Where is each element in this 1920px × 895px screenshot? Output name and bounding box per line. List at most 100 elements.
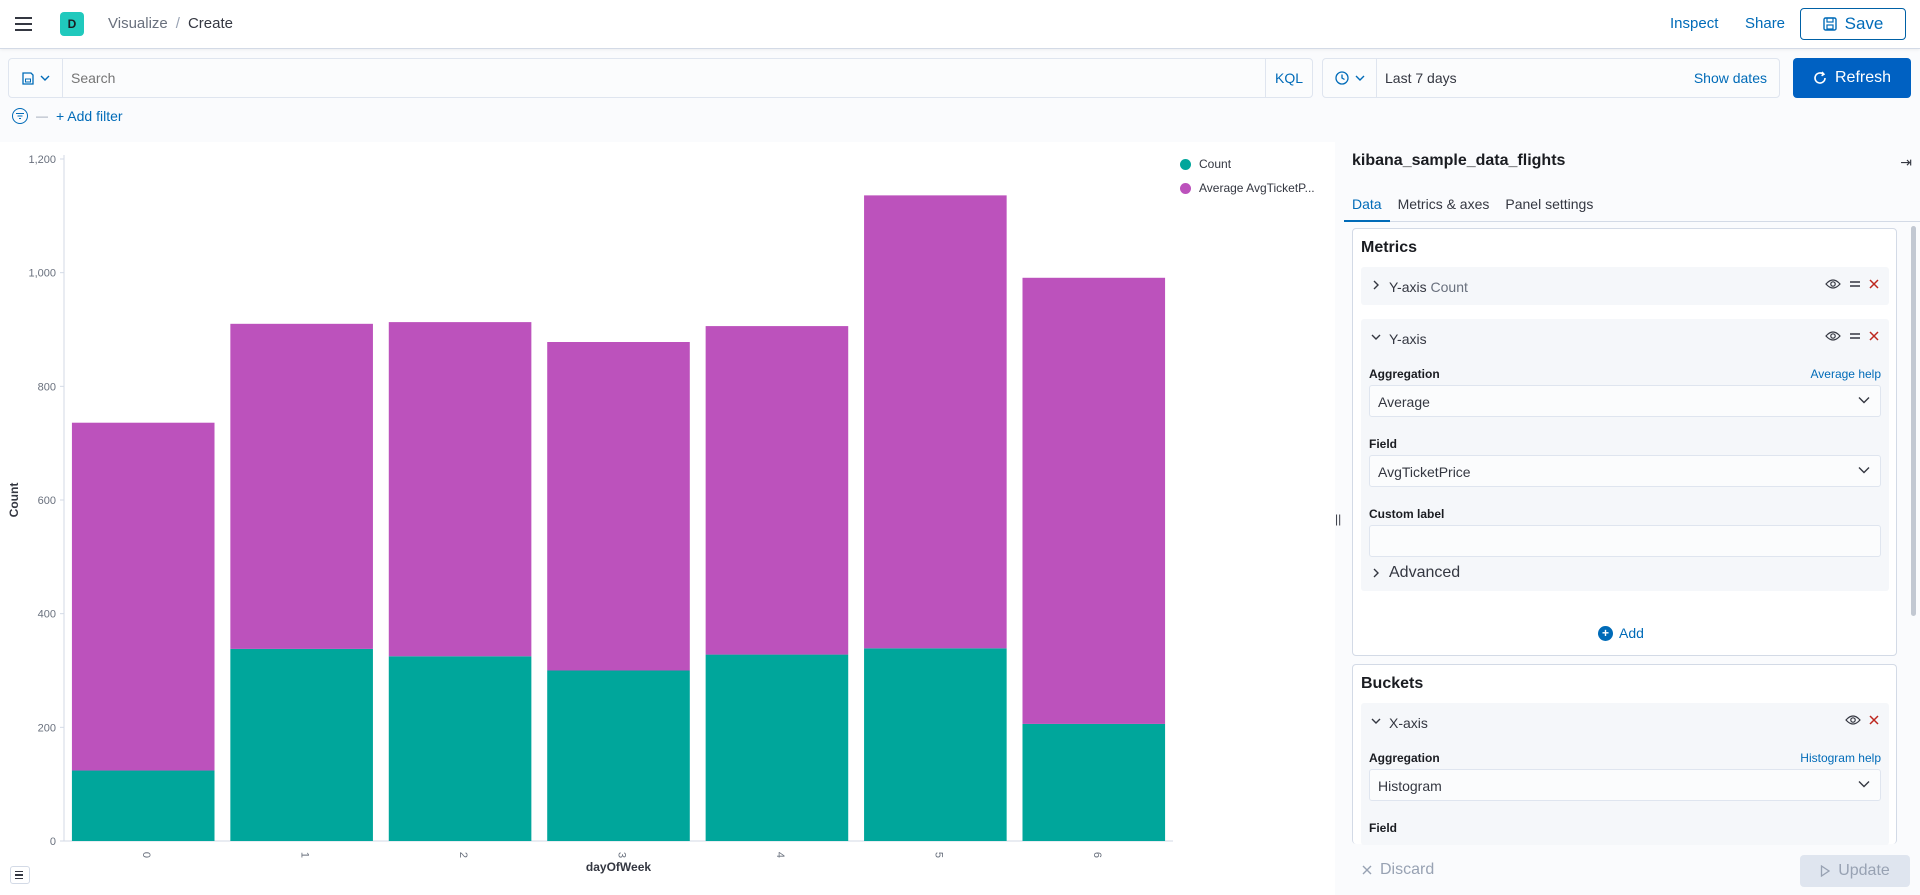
save-icon [1822,17,1837,31]
breadcrumb-create: Create [187,15,233,32]
aggregation-label: Aggregation [1369,367,1440,381]
remove-icon[interactable] [1869,279,1879,289]
sidebar-tabs: Data Metrics & axes Panel settings [1344,186,1920,222]
x-axis-title: dayOfWeek [586,860,651,874]
metrics-panel: Metrics Y-axis Count Y-axis [1352,228,1897,656]
aggregation-select[interactable]: Histogram [1369,769,1881,801]
close-icon [1362,865,1372,875]
chart-area: 0 200 400 600 800 1,000 1,200 0 1 2 3 4 5 6 dayOfWeek C… [0,142,1335,895]
space-avatar[interactable]: D [60,12,84,36]
inspect-link[interactable]: Inspect [1670,15,1719,32]
refresh-icon [1814,71,1826,84]
editor-sidebar: kibana_sample_data_flights ⇥ Data Metric… [1344,142,1920,895]
saved-query-button[interactable] [9,59,63,97]
chevron-down-icon [1355,75,1364,81]
resize-handle[interactable]: || [1335,512,1342,526]
x-tick-label: 1 [299,852,311,858]
bar-segment [388,656,532,841]
agg-header[interactable]: Y-axis [1361,319,1889,357]
agg-actions [1825,278,1879,290]
legend-item-average[interactable]: Average AvgTicketP... [1180,176,1315,200]
aggregation-select[interactable]: Average [1369,385,1881,417]
eye-icon[interactable] [1825,330,1841,342]
index-pattern-title: kibana_sample_data_flights [1352,152,1566,169]
x-tick-label: 3 [616,852,628,858]
filter-options-icon[interactable] [12,108,28,124]
drag-handle-icon[interactable] [1849,331,1861,341]
collapse-sidebar-icon[interactable]: ⇥ [1900,154,1912,170]
agg-header[interactable]: X-axis [1361,703,1889,741]
scrollbar[interactable] [1911,226,1916,616]
agg-label: Y-axis [1389,331,1427,347]
field-label: Field [1369,437,1398,451]
add-filter-button[interactable]: + Add filter [56,108,123,124]
search-input[interactable] [71,70,1171,86]
breadcrumb-visualize[interactable]: Visualize [108,15,168,32]
breadcrumb-separator: / [175,15,180,32]
bar-segment [71,422,215,771]
date-picker: Last 7 days Show dates [1322,58,1780,98]
x-tick-label: 0 [140,852,152,858]
filter-separator: — [36,109,48,123]
legend-item-count[interactable]: Count [1180,152,1315,176]
x-tick-label: 5 [932,852,944,858]
quick-select-button[interactable] [1323,59,1377,97]
y-tick-label: 1,000 [28,268,56,280]
chart-legend: Count Average AvgTicketP... [1180,152,1315,200]
chevron-right-icon [1373,280,1379,290]
y-tick-label: 800 [38,381,56,393]
chevron-down-icon [1858,781,1870,788]
update-button[interactable]: Update [1800,855,1910,887]
refresh-button[interactable]: Refresh [1793,58,1911,98]
eye-icon[interactable] [1845,714,1861,726]
y-tick-label: 600 [38,495,56,507]
x-tick-label: 6 [1091,852,1103,858]
bar-segment [864,195,1007,649]
eye-icon[interactable] [1825,278,1841,290]
sidebar-footer: Discard Update [1344,853,1910,889]
bar-segment [705,654,849,841]
remove-icon[interactable] [1869,331,1879,341]
legend-label: Average AvgTicketP... [1199,181,1315,195]
x-tick-label: 2 [457,852,469,858]
add-metric-button[interactable]: + Add [1598,625,1644,641]
agg-label: X-axis [1389,715,1428,731]
agg-label: Y-axis Count [1389,279,1468,295]
share-link[interactable]: Share [1745,15,1786,32]
filter-bar: — + Add filter [12,108,123,124]
kql-toggle[interactable]: KQL [1265,59,1312,97]
date-range-text[interactable]: Last 7 days [1385,70,1457,86]
x-tick-label: 4 [774,852,786,858]
tab-panel-settings[interactable]: Panel settings [1505,196,1594,212]
show-dates-link[interactable]: Show dates [1693,70,1767,86]
select-value: AvgTicketPrice [1378,464,1471,480]
bucket-x-axis: X-axis Aggregation Histogram help Histog… [1361,703,1889,845]
bar-segment [547,670,690,841]
chevron-down-icon [1858,467,1870,474]
aggregation-help-link[interactable]: Average help [1810,367,1882,381]
agg-actions [1845,714,1879,726]
menu-icon[interactable] [12,12,36,36]
tab-metrics-axes[interactable]: Metrics & axes [1397,196,1490,212]
custom-label-label: Custom label [1369,507,1445,521]
drag-handle-icon[interactable] [1849,279,1861,289]
legend-label: Count [1199,157,1232,171]
chevron-down-icon [40,75,49,81]
field-select[interactable]: AvgTicketPrice [1369,455,1881,487]
custom-label-input[interactable] [1369,525,1881,557]
bar-segment [547,342,690,671]
legend-toggle-icon[interactable] [10,866,30,884]
chevron-right-icon[interactable] [1371,568,1381,578]
remove-icon[interactable] [1869,715,1879,725]
aggregation-help-link[interactable]: Histogram help [1800,751,1881,765]
bar-segment [1022,277,1166,724]
y-tick-label: 0 [50,836,56,848]
advanced-toggle[interactable]: Advanced [1389,564,1461,581]
query-bar: KQL [8,58,1313,98]
save-button[interactable]: Save [1800,8,1906,40]
y-axis-title: Count [7,483,21,518]
tab-data[interactable]: Data [1344,186,1390,222]
aggregation-label: Aggregation [1369,751,1440,765]
discard-button[interactable]: Discard [1362,861,1434,879]
agg-header[interactable]: Y-axis Count [1361,267,1889,305]
